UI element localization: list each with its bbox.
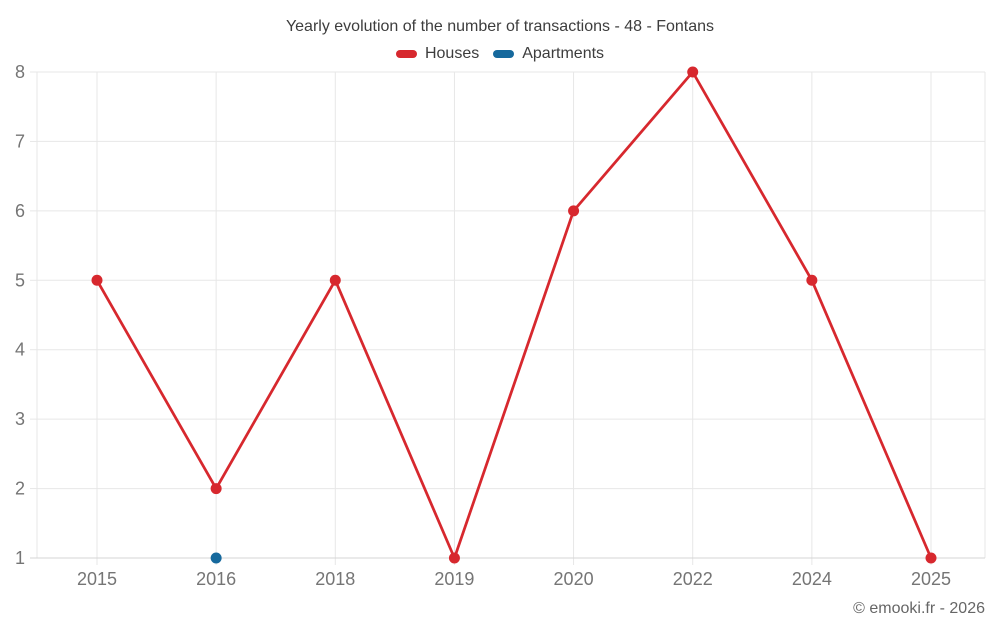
x-tick-label-2015: 2015: [77, 569, 117, 589]
legend-item-apartments[interactable]: Apartments: [493, 45, 604, 63]
x-tick-label-2018: 2018: [315, 569, 355, 589]
y-tick-label-4: 4: [15, 340, 25, 360]
houses-point-2020[interactable]: [568, 205, 580, 217]
x-tick-label-2022: 2022: [673, 569, 713, 589]
houses-point-2016[interactable]: [210, 483, 222, 495]
houses-point-2015[interactable]: [91, 274, 103, 286]
x-tick-label-2019: 2019: [434, 569, 474, 589]
y-tick-label-8: 8: [15, 62, 25, 82]
x-tick-label-2020: 2020: [554, 569, 594, 589]
y-tick-label-3: 3: [15, 409, 25, 429]
chart-legend: Houses Apartments: [0, 45, 1000, 63]
x-tick-label-2016: 2016: [196, 569, 236, 589]
legend-label-apartments: Apartments: [522, 45, 605, 62]
y-tick-label-5: 5: [15, 270, 25, 290]
legend-swatch-houses: [395, 50, 417, 58]
x-tick-label-2024: 2024: [792, 569, 832, 589]
houses-point-2018[interactable]: [329, 274, 341, 286]
chart-title: Yearly evolution of the number of transa…: [285, 18, 715, 35]
y-tick-label-2: 2: [15, 479, 25, 499]
houses-point-2019[interactable]: [448, 552, 460, 564]
apartments-point-2016[interactable]: [210, 552, 222, 564]
legend-label-houses: Houses: [424, 45, 480, 62]
legend-swatch-apartments: [493, 50, 515, 58]
y-tick-label-1: 1: [15, 548, 25, 568]
copyright-footer: © emooki.fr - 2026: [853, 600, 985, 617]
houses-series-line: [95, 70, 933, 560]
legend-item-houses[interactable]: Houses: [395, 45, 480, 63]
x-tick-label-2025: 2025: [911, 569, 951, 589]
y-tick-label-6: 6: [15, 201, 25, 221]
y-tick-label-7: 7: [15, 131, 25, 151]
houses-point-2025[interactable]: [925, 552, 937, 564]
houses-point-2024[interactable]: [806, 274, 818, 286]
houses-point-2022[interactable]: [687, 66, 699, 78]
